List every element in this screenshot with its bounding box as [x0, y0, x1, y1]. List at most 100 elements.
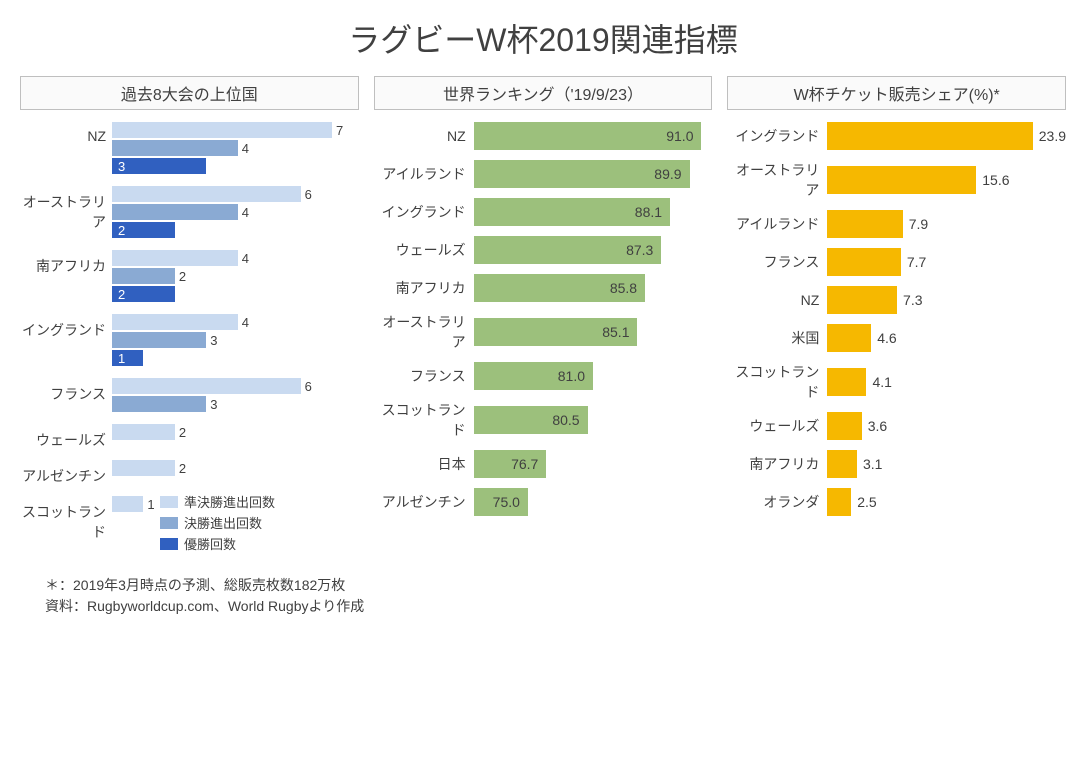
chart2-bar-fill: 91.0	[474, 122, 702, 150]
chart3-title: W杯チケット販売シェア(%)*	[727, 76, 1066, 110]
chart1-bar-champion: 2	[112, 286, 359, 302]
charts-container: 過去8大会の上位国 NZ 7 4 3 オーストラリア642 南アフリカ 4 2 2 イングランド4…	[20, 76, 1066, 555]
chart1-bar-champion: 3	[112, 158, 359, 174]
chart3-country-label: ウェールズ	[727, 416, 827, 436]
chart2-row: ウェールズ87.3	[374, 236, 713, 264]
chart1-row: ウェールズ2	[20, 424, 359, 450]
chart3-country-label: オーストラリア	[727, 160, 827, 200]
chart1-country-label: NZ	[20, 122, 112, 144]
chart1-bar-semifinal: 2	[112, 460, 359, 476]
chart3-bar-value: 7.7	[907, 254, 926, 270]
chart1-bar-final: 3	[112, 396, 359, 412]
chart2-bar-area: 85.8	[474, 274, 713, 302]
chart3-bar-fill	[827, 412, 861, 440]
chart2-bar-fill: 85.8	[474, 274, 645, 302]
chart1-bar-semifinal: 2	[112, 424, 359, 440]
chart2-bar-fill: 88.1	[474, 198, 670, 226]
chart3-bar-value: 23.9	[1039, 128, 1066, 144]
chart3-bar-value: 2.5	[857, 494, 876, 510]
chart2-bar-area: 81.0	[474, 362, 713, 390]
chart2-bar-area: 85.1	[474, 318, 713, 346]
chart3-country-label: オランダ	[727, 492, 827, 512]
chart3-row: NZ 7.3	[727, 286, 1066, 314]
chart1-bar-champion: 2	[112, 222, 359, 238]
chart2-bar-fill: 76.7	[474, 450, 547, 478]
chart2-bar-area: 76.7	[474, 450, 713, 478]
chart1-bar-fill	[112, 122, 332, 138]
chart3-bar-fill	[827, 368, 866, 396]
chart1-bar-final: 4	[112, 140, 359, 156]
chart3-row: 南アフリカ3.1	[727, 450, 1066, 478]
chart3-bar-area: 7.3	[827, 286, 1066, 314]
chart2-bar-fill: 87.3	[474, 236, 662, 264]
chart3-bar-area: 3.1	[827, 450, 1066, 478]
chart1-country-label: スコットランド	[20, 496, 112, 542]
chart2-country-label: アルゼンチン	[374, 492, 474, 512]
chart2-country-label: 日本	[374, 454, 474, 474]
chart1-bar-semifinal: 4	[112, 314, 359, 330]
chart1-bar-fill	[112, 250, 238, 266]
chart3-bar-fill	[827, 324, 871, 352]
chart1-bar-fill	[112, 424, 175, 440]
chart3-row: イングランド 23.9	[727, 122, 1066, 150]
chart3-row: スコットランド4.1	[727, 362, 1066, 402]
chart-world-ranking: 世界ランキング（'19/9/23） NZ91.0アイルランド89.9イングランド…	[374, 76, 713, 555]
chart1-bar-value: 7	[336, 123, 343, 138]
chart3-bar-fill	[827, 286, 897, 314]
chart3-bar-value: 7.9	[909, 216, 928, 232]
chart3-country-label: NZ	[727, 292, 827, 308]
chart3-country-label: 南アフリカ	[727, 454, 827, 474]
chart1-bar-fill	[112, 378, 301, 394]
chart3-bar-fill	[827, 248, 901, 276]
chart3-country-label: スコットランド	[727, 362, 827, 402]
chart1-title: 過去8大会の上位国	[20, 76, 359, 110]
chart1-bar-semifinal: 7	[112, 122, 359, 138]
chart2-title: 世界ランキング（'19/9/23）	[374, 76, 713, 110]
legend-swatch	[160, 538, 178, 550]
chart1-bars: 1	[112, 496, 359, 514]
chart1-row: NZ 7 4 3	[20, 122, 359, 176]
chart3-bar-fill	[827, 488, 851, 516]
chart2-bar-area: 75.0	[474, 488, 713, 516]
chart3-row: オーストラリア 15.6	[727, 160, 1066, 200]
chart1-row: アルゼンチン2	[20, 460, 359, 486]
chart1-bar-fill	[112, 204, 238, 220]
chart1-bar-final: 2	[112, 268, 359, 284]
chart3-bar-area: 7.7	[827, 248, 1066, 276]
chart1-bar-fill	[112, 314, 238, 330]
chart1-row: オーストラリア642	[20, 186, 359, 240]
chart2-bar-fill: 85.1	[474, 318, 638, 346]
chart1-bar-fill	[112, 332, 206, 348]
chart3-country-label: イングランド	[727, 126, 827, 146]
chart1-bar-value: 4	[242, 141, 249, 156]
chart3-country-label: 米国	[727, 328, 827, 348]
chart-top-countries: 過去8大会の上位国 NZ 7 4 3 オーストラリア642 南アフリカ 4 2 2 イングランド4…	[20, 76, 359, 555]
page-title: ラグビーW杯2019関連指標	[20, 15, 1066, 61]
footnote: ＊：2019年3月時点の予測、総販売枚数182万枚 資料：Rugbyworldc…	[20, 575, 1066, 617]
chart3-bar-area: 23.9	[827, 122, 1066, 150]
chart3-bar-area: 15.6	[827, 166, 1066, 194]
chart2-bar-area: 80.5	[474, 406, 713, 434]
chart3-bar-value: 15.6	[982, 172, 1009, 188]
chart1-bar-value: 6	[305, 379, 312, 394]
chart2-row: 南アフリカ85.8	[374, 274, 713, 302]
chart2-country-label: オーストラリア	[374, 312, 474, 352]
chart3-bar-value: 7.3	[903, 292, 922, 308]
legend-swatch	[160, 517, 178, 529]
chart1-bar-fill	[112, 186, 301, 202]
chart1-bar-fill	[112, 460, 175, 476]
chart1-bar-semifinal: 1	[112, 496, 359, 512]
chart2-bar-fill: 89.9	[474, 160, 690, 188]
chart2-row: オーストラリア85.1	[374, 312, 713, 352]
chart1-country-label: 南アフリカ	[20, 250, 112, 276]
chart2-bar-area: 91.0	[474, 122, 713, 150]
footnote-line1: ＊：2019年3月時点の予測、総販売枚数182万枚	[45, 575, 1066, 596]
chart1-country-label: イングランド	[20, 314, 112, 340]
chart1-bar-fill	[112, 268, 175, 284]
chart1-row: イングランド431	[20, 314, 359, 368]
chart1-bar-fill	[112, 140, 238, 156]
chart1-bars: 63	[112, 378, 359, 414]
chart2-bar-fill: 75.0	[474, 488, 528, 516]
chart2-country-label: 南アフリカ	[374, 278, 474, 298]
chart1-bar-value: 1	[147, 497, 154, 512]
